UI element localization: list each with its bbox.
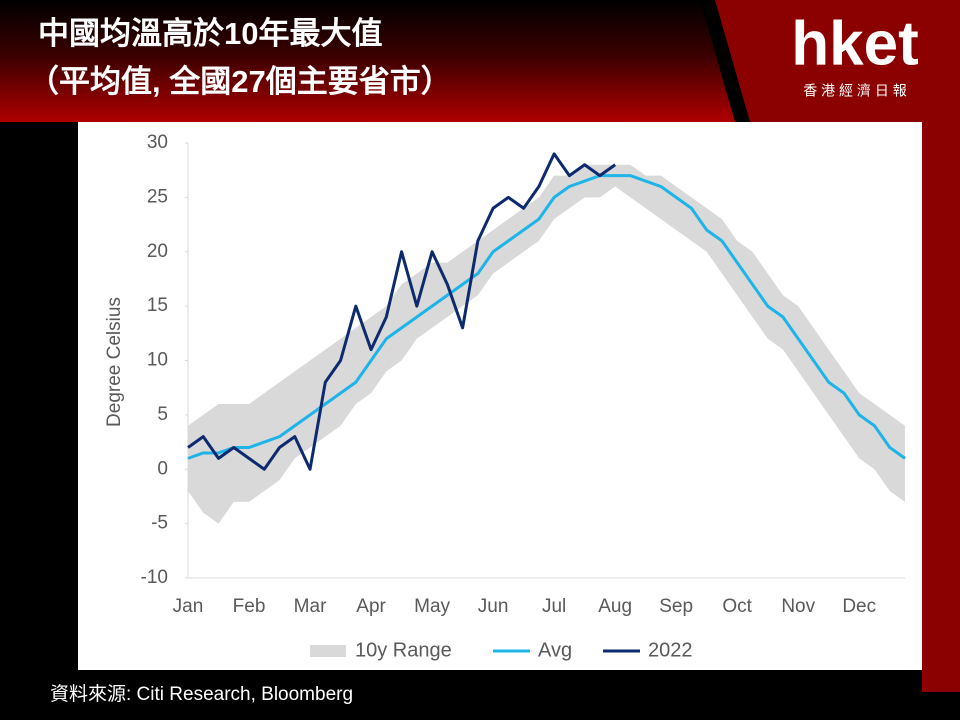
y-tick-label: 0 xyxy=(157,458,168,479)
x-tick-label: Mar xyxy=(294,596,327,617)
side-bar xyxy=(922,122,960,692)
y-axis-label: Degree Celsius xyxy=(104,297,125,427)
x-tick-label: Dec xyxy=(842,596,876,617)
legend-swatch xyxy=(310,645,346,657)
y-tick-label: 20 xyxy=(147,241,168,262)
source: 資料來源: Citi Research, Bloomberg xyxy=(50,683,353,705)
title: 中國均溫高於10年最大值 xyxy=(38,16,382,51)
logo: hket xyxy=(791,9,918,78)
x-tick-label: Oct xyxy=(722,596,752,617)
plot: -10 -5 0 5 10 15 20 25 30 Jan Feb Mar Apr May Jun Jul Au… xyxy=(141,132,906,661)
x-tick-label: Jul xyxy=(542,596,566,617)
title: （平均值, 全國27個主要省市） xyxy=(28,64,452,99)
x-tick-label: May xyxy=(414,596,450,617)
x-tick-label: Sep xyxy=(659,596,693,617)
y-tick-label: -10 xyxy=(141,567,168,588)
x-tick-label: Nov xyxy=(781,596,815,617)
y-tick-label: -5 xyxy=(151,513,168,534)
y-tick-label: 25 xyxy=(147,186,168,207)
range-band xyxy=(188,164,905,524)
logo-band xyxy=(715,0,960,122)
logo-subtitle: 香 港 經 濟 日 報 xyxy=(803,83,906,99)
header-band xyxy=(0,0,735,122)
x-tick-label: Aug xyxy=(598,596,632,617)
x-tick-label: Jun xyxy=(478,596,509,617)
legend-label: 10y Range xyxy=(355,639,452,661)
series-line xyxy=(187,174,906,460)
x-tick-label: Jan xyxy=(173,596,204,617)
y-tick-label: 30 xyxy=(147,132,168,153)
chart-area xyxy=(78,122,922,670)
y-tick-label: 5 xyxy=(157,404,168,425)
x-tick-label: Feb xyxy=(233,596,266,617)
y-tick-label: 10 xyxy=(147,350,168,371)
legend-label: 2022 xyxy=(648,639,693,661)
x-tick-label: Apr xyxy=(356,596,386,617)
legend-label: Avg xyxy=(538,639,572,661)
y-tick-label: 15 xyxy=(147,295,168,316)
series-line xyxy=(187,152,617,471)
